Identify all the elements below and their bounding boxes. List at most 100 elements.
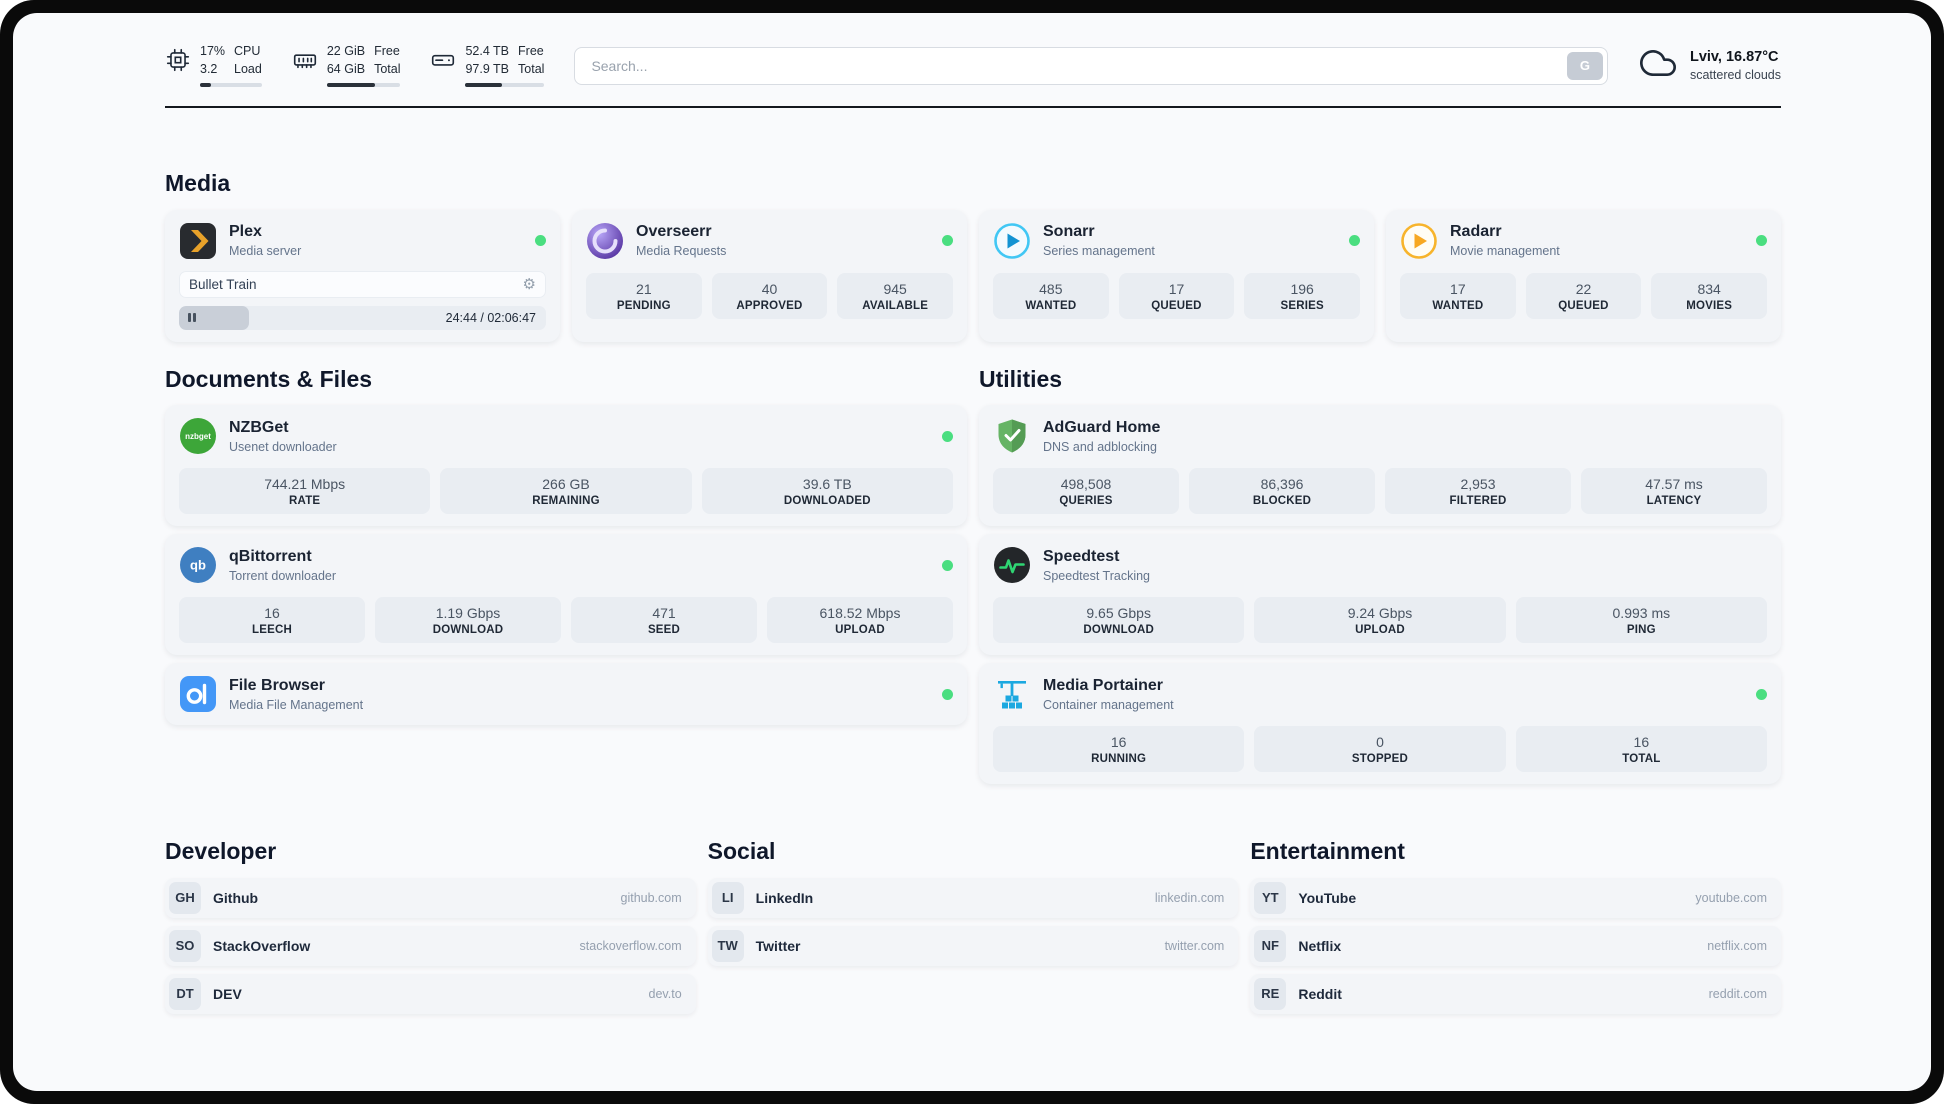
stat-value: 17 <box>1450 280 1466 297</box>
bookmark-abbr: GH <box>169 881 201 914</box>
stat-label: PING <box>1626 624 1656 637</box>
service-card-radarr[interactable]: Radarr Movie management 17 WANTED 22 QUEUE… <box>1386 209 1781 342</box>
cpu-load: 3.2 <box>200 61 218 76</box>
settings-gear-icon[interactable]: ⚙ <box>522 275 536 293</box>
portainer-icon <box>993 675 1031 713</box>
bookmark-url: youtube.com <box>1695 890 1767 905</box>
stat-label: QUEUED <box>1151 299 1202 312</box>
service-subtitle: Media File Management <box>229 697 364 712</box>
stat-label: WANTED <box>1025 299 1077 312</box>
plex-icon <box>179 222 217 260</box>
service-name: Sonarr <box>1043 223 1095 241</box>
search-provider-button[interactable]: G <box>1566 51 1603 80</box>
disk-resource: 52.4 TB 97.9 TB Free Total <box>430 44 545 87</box>
stat-label: REMAINING <box>532 495 600 508</box>
bookmark-reddit[interactable]: RE Reddit reddit.com <box>1250 973 1781 1014</box>
service-subtitle: Series management <box>1043 244 1155 259</box>
stat-label: APPROVED <box>736 299 803 312</box>
bookmark-dev[interactable]: DT DEV dev.to <box>165 973 696 1014</box>
bookmark-name: StackOverflow <box>213 937 311 954</box>
weather-condition: scattered clouds <box>1689 68 1781 82</box>
stat-tile: 2,953 FILTERED <box>1385 468 1571 515</box>
service-card-adguard[interactable]: AdGuard Home DNS and adblocking 498,508 Q… <box>979 405 1781 527</box>
section-title-entertainment: Entertainment <box>1250 838 1405 865</box>
stat-label: WANTED <box>1432 299 1484 312</box>
stat-value: 9.24 Gbps <box>1347 605 1413 622</box>
search-input[interactable] <box>574 46 1608 85</box>
service-card-speedtest[interactable]: Speedtest Speedtest Tracking 9.65 Gbps DO… <box>979 534 1781 656</box>
bookmark-name: DEV <box>213 985 242 1002</box>
service-card-sonarr[interactable]: Sonarr Series management 485 WANTED 17 QUE… <box>979 209 1374 342</box>
stat-value: 0.993 ms <box>1612 605 1671 622</box>
service-name: Media Portainer <box>1043 676 1164 694</box>
disk-label-2: Total <box>518 61 545 76</box>
overseerr-icon <box>586 222 624 260</box>
stat-tile: 485 WANTED <box>993 272 1109 319</box>
stat-tile: 21 PENDING <box>586 272 702 319</box>
stat-value: 1.19 Gbps <box>435 605 501 622</box>
playback-time: 24:44 / 02:06:47 <box>445 310 536 325</box>
bookmark-abbr: SO <box>169 929 201 962</box>
stat-value: 21 <box>636 280 652 297</box>
cloud-icon <box>1638 43 1678 88</box>
stat-label: DOWNLOAD <box>1083 624 1154 637</box>
bookmark-abbr: NF <box>1254 929 1287 962</box>
bookmark-url: dev.to <box>648 986 682 1001</box>
stat-value: 17 <box>1168 280 1185 297</box>
bookmark-url: twitter.com <box>1164 938 1225 953</box>
stat-tile: 86,396 BLOCKED <box>1189 468 1375 515</box>
playback-progress-bar[interactable]: 24:44 / 02:06:47 <box>179 305 546 330</box>
bookmark-linkedin[interactable]: LI LinkedIn linkedin.com <box>707 877 1239 918</box>
stat-tile: 22 QUEUED <box>1525 272 1642 319</box>
bookmark-abbr: LI <box>711 881 744 914</box>
stat-tile: 471 SEED <box>571 597 757 644</box>
section-title-utilities: Utilities <box>979 365 1063 392</box>
service-card-overseerr[interactable]: Overseerr Media Requests 21 PENDING 40 APP… <box>572 209 967 342</box>
bookmark-netflix[interactable]: NF Netflix netflix.com <box>1250 925 1781 966</box>
stat-tile: 266 GB REMAINING <box>440 468 692 515</box>
bookmark-abbr: TW <box>711 929 744 962</box>
service-name: Speedtest <box>1043 547 1120 565</box>
documents-column: Documents & Files nzbget NZBGet Usenet d… <box>165 366 967 726</box>
service-card-nzbget[interactable]: nzbget NZBGet Usenet downloader 744.21 M… <box>165 405 967 527</box>
nzbget-icon: nzbget <box>179 417 217 455</box>
stat-tile: 17 QUEUED <box>1118 272 1235 319</box>
bookmark-stackoverflow[interactable]: SO StackOverflow stackoverflow.com <box>165 925 696 966</box>
bookmark-name: Twitter <box>755 937 801 954</box>
service-card-filebrowser[interactable]: File Browser Media File Management <box>165 663 967 726</box>
svg-text:qb: qb <box>190 558 206 573</box>
bookmark-name: Netflix <box>1298 937 1342 954</box>
stat-tile: 1.19 Gbps DOWNLOAD <box>375 597 561 644</box>
pause-icon[interactable] <box>188 313 198 323</box>
status-dot <box>1349 235 1360 247</box>
stat-tile: 834 MOVIES <box>1651 272 1767 319</box>
stat-label: UPLOAD <box>1355 624 1405 637</box>
service-name: File Browser <box>229 676 326 694</box>
stat-value: 47.57 ms <box>1645 476 1703 493</box>
bookmark-twitter[interactable]: TW Twitter twitter.com <box>707 925 1239 966</box>
service-card-qbittorrent[interactable]: qb qBittorrent Torrent downloader 16 LEEC… <box>165 534 967 656</box>
stat-value: 834 <box>1697 280 1721 297</box>
service-subtitle: Media Requests <box>636 244 727 259</box>
service-card-plex[interactable]: Plex Media server Bullet Train ⚙ 24:44 /… <box>165 209 560 342</box>
cpu-resource: 17% 3.2 CPU Load <box>165 44 262 87</box>
cpu-percent: 17% <box>200 44 226 59</box>
bookmark-youtube[interactable]: YT YouTube youtube.com <box>1250 877 1781 918</box>
stat-value: 196 <box>1290 280 1314 297</box>
service-card-portainer[interactable]: Media Portainer Container management 16 R… <box>979 663 1781 785</box>
stat-value: 2,953 <box>1460 476 1496 493</box>
bookmark-name: Reddit <box>1298 985 1342 1002</box>
header-divider <box>165 106 1781 108</box>
cpu-icon <box>165 47 191 73</box>
stat-tile: 744.21 Mbps RATE <box>179 468 431 515</box>
bookmark-github[interactable]: GH Github github.com <box>165 877 696 918</box>
stat-value: 471 <box>652 605 676 622</box>
stat-tile: 47.57 ms LATENCY <box>1581 468 1767 515</box>
section-title-developer: Developer <box>165 838 277 865</box>
resources-widget: 17% 3.2 CPU Load 22 GiB <box>165 44 545 87</box>
stat-label: LATENCY <box>1646 495 1702 508</box>
weather-widget: Lviv, 16.87°C scattered clouds <box>1638 43 1781 88</box>
service-name: Plex <box>229 223 262 241</box>
stat-tile: 498,508 QUERIES <box>993 468 1179 515</box>
